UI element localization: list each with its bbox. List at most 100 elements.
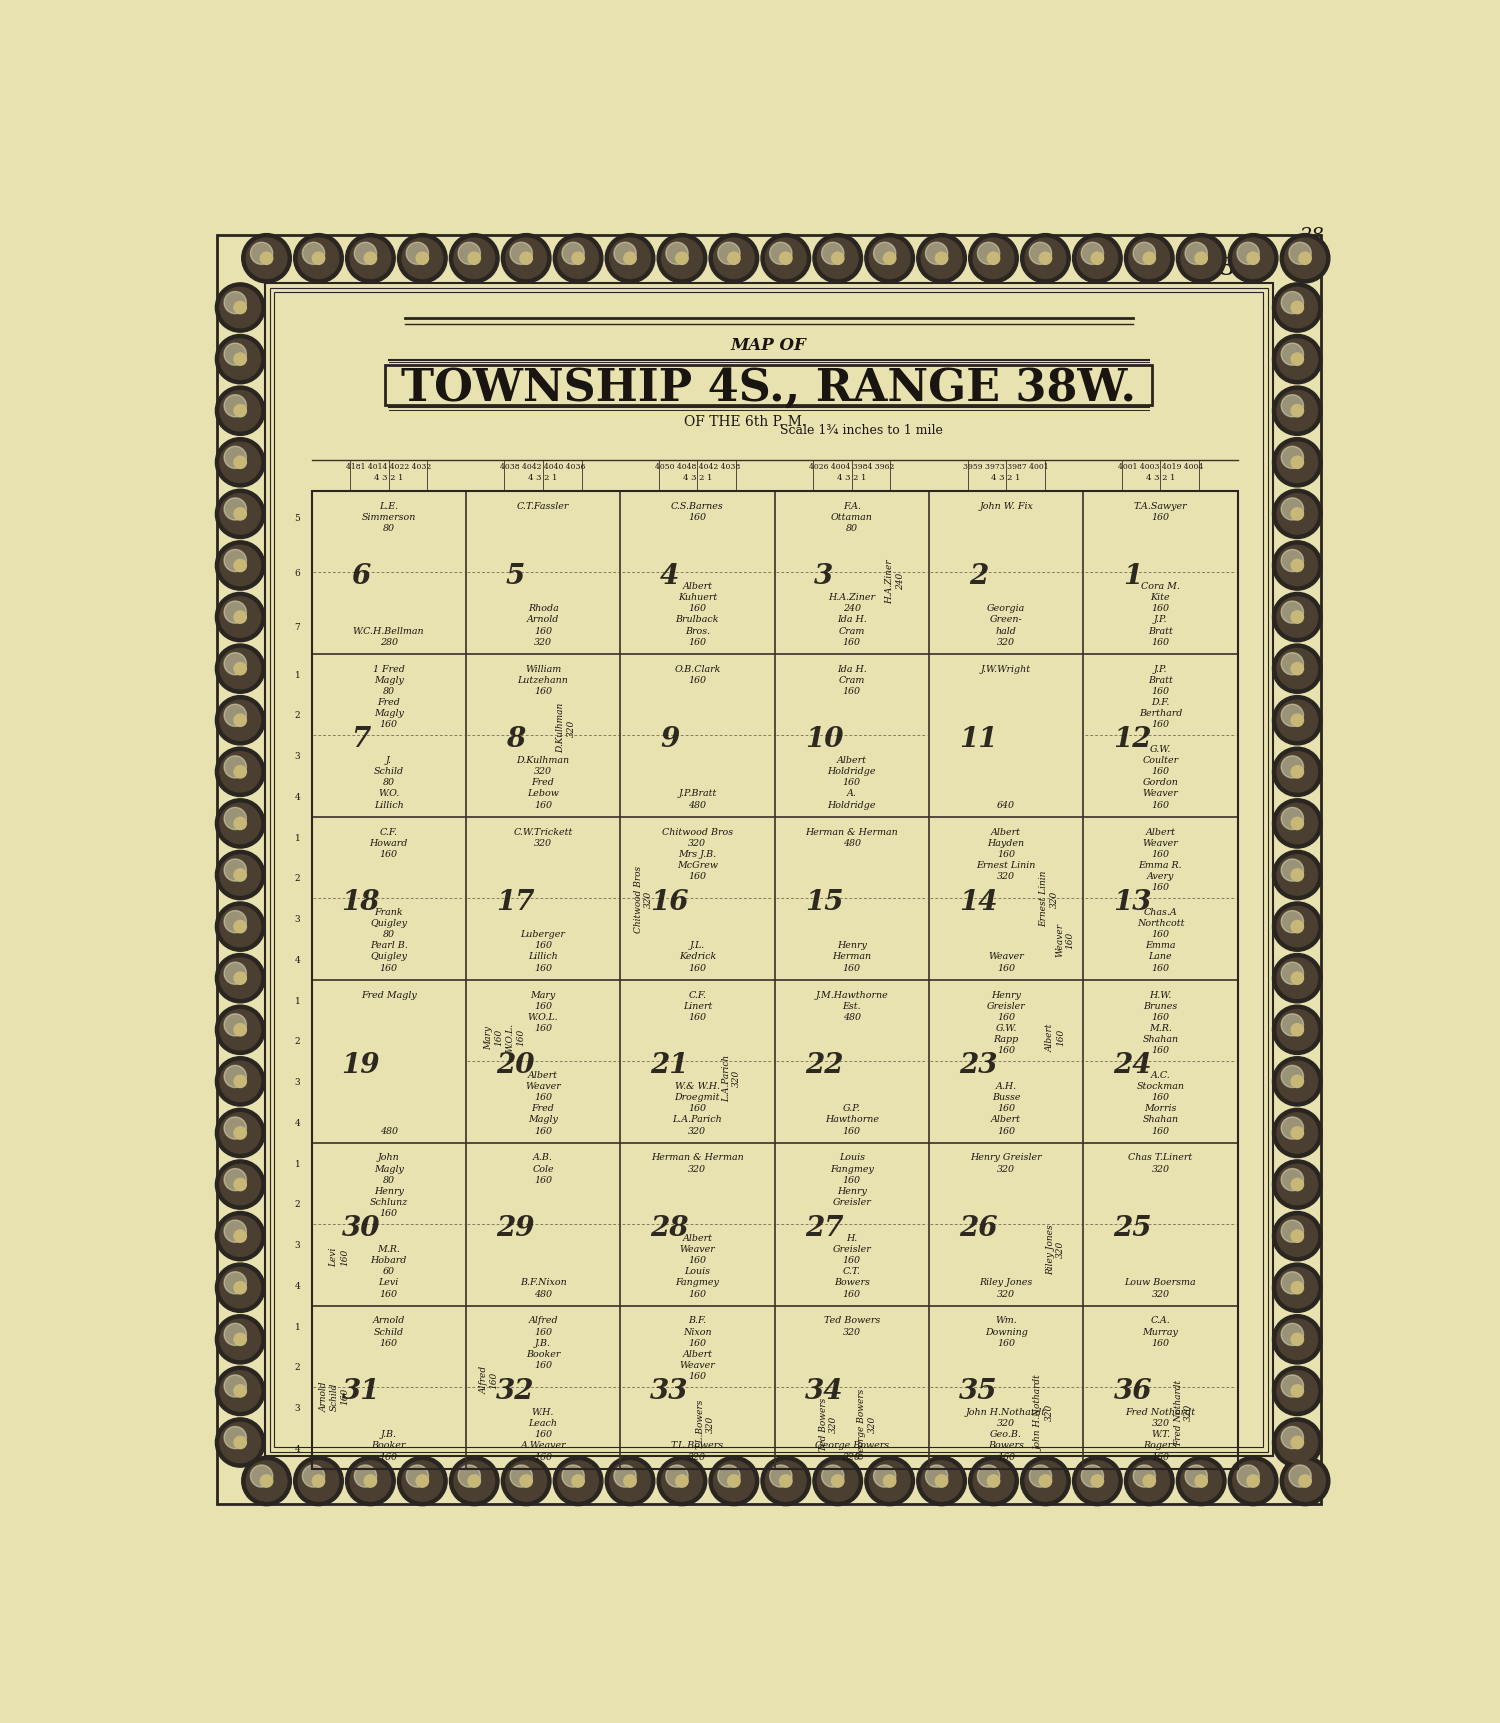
Text: 3959 3973 3987 4001: 3959 3973 3987 4001 <box>963 463 1048 470</box>
Text: 2: 2 <box>294 1037 300 1046</box>
Text: Chitwood Bros
320: Chitwood Bros 320 <box>633 865 652 932</box>
Text: 3: 3 <box>294 1403 300 1413</box>
Text: Herman & Herman
480: Herman & Herman 480 <box>806 827 898 848</box>
Circle shape <box>234 818 246 830</box>
Circle shape <box>234 920 246 934</box>
Circle shape <box>1233 239 1274 279</box>
Circle shape <box>216 388 266 436</box>
Circle shape <box>926 1465 948 1487</box>
Circle shape <box>1272 696 1322 746</box>
Text: A.H.
Busse
160
Albert
160: A.H. Busse 160 Albert 160 <box>992 1082 1022 1135</box>
Circle shape <box>728 1475 740 1487</box>
Circle shape <box>1176 234 1225 284</box>
Text: 1 Fred
Magly
80
Fred
Magly
160: 1 Fred Magly 80 Fred Magly 160 <box>372 663 405 729</box>
Circle shape <box>865 1456 915 1506</box>
Circle shape <box>216 851 266 899</box>
Circle shape <box>974 239 1014 279</box>
Circle shape <box>978 1465 999 1487</box>
Circle shape <box>760 1456 810 1506</box>
Circle shape <box>1276 495 1317 534</box>
Text: 20: 20 <box>496 1051 534 1079</box>
Text: Herman & Herman
320: Herman & Herman 320 <box>651 1153 744 1173</box>
Text: 21: 21 <box>651 1051 688 1079</box>
Circle shape <box>234 972 246 986</box>
Circle shape <box>666 1465 688 1487</box>
Circle shape <box>1272 851 1322 899</box>
Circle shape <box>303 1465 324 1487</box>
Circle shape <box>969 234 1018 284</box>
Text: 36: 36 <box>1113 1377 1152 1404</box>
Circle shape <box>364 253 376 265</box>
Circle shape <box>234 560 246 572</box>
Text: Arnold
Schild
160: Arnold Schild 160 <box>372 1316 405 1347</box>
Circle shape <box>1292 1230 1304 1242</box>
Circle shape <box>710 234 759 284</box>
Circle shape <box>220 803 261 844</box>
Circle shape <box>234 1385 246 1397</box>
Circle shape <box>1238 1465 1260 1487</box>
Circle shape <box>770 243 792 265</box>
Circle shape <box>234 715 246 727</box>
Circle shape <box>216 1006 266 1054</box>
Circle shape <box>572 253 585 265</box>
Text: Frank
Quigley
80
Pearl B.
Quigley
160: Frank Quigley 80 Pearl B. Quigley 160 <box>370 908 408 972</box>
Circle shape <box>220 753 261 793</box>
Circle shape <box>1276 1113 1317 1153</box>
Text: 7: 7 <box>351 725 370 753</box>
Circle shape <box>520 1475 532 1487</box>
Circle shape <box>1272 1315 1322 1365</box>
Text: 4181 4014 4022 4032: 4181 4014 4022 4032 <box>346 463 432 470</box>
Circle shape <box>1272 1058 1322 1106</box>
Circle shape <box>1281 1117 1304 1139</box>
Circle shape <box>246 239 286 279</box>
Text: Albert
Weaver
160
Fred
Magly
160: Albert Weaver 160 Fred Magly 160 <box>525 1070 561 1135</box>
Circle shape <box>1292 302 1304 315</box>
Text: Alfred
160
J.B.
Booker
160: Alfred 160 J.B. Booker 160 <box>526 1316 560 1370</box>
Circle shape <box>454 1461 495 1501</box>
Circle shape <box>216 1058 266 1106</box>
Circle shape <box>714 239 754 279</box>
Circle shape <box>406 243 429 265</box>
Circle shape <box>831 253 844 265</box>
Circle shape <box>1281 705 1304 727</box>
Text: 16: 16 <box>651 889 688 915</box>
Circle shape <box>1246 1475 1260 1487</box>
Circle shape <box>402 1461 442 1501</box>
Circle shape <box>224 1220 246 1242</box>
Circle shape <box>224 396 246 417</box>
Circle shape <box>216 336 266 384</box>
Circle shape <box>224 653 246 675</box>
Bar <box>312 491 1238 1468</box>
Text: 3: 3 <box>294 915 300 924</box>
Text: 12: 12 <box>1113 725 1152 753</box>
Text: 2: 2 <box>294 712 300 720</box>
Text: 14: 14 <box>958 889 998 915</box>
Circle shape <box>1292 405 1304 417</box>
Text: OF THE 6th P. M.: OF THE 6th P. M. <box>684 415 807 429</box>
Circle shape <box>554 234 603 284</box>
Text: Luberger
160
Lillich
160: Luberger 160 Lillich 160 <box>520 930 566 972</box>
Text: 4050 4048 4042 4038: 4050 4048 4042 4038 <box>656 463 740 470</box>
Text: Fred Magly: Fred Magly <box>362 991 417 999</box>
Text: 28: 28 <box>1299 227 1323 245</box>
Circle shape <box>1281 653 1304 675</box>
Text: Rhoda
Arnold
160
320: Rhoda Arnold 160 320 <box>526 605 560 646</box>
Circle shape <box>234 870 246 882</box>
Circle shape <box>220 1423 261 1463</box>
Circle shape <box>1238 243 1260 265</box>
Text: John
Magly
80
Henry
Schlunz
160: John Magly 80 Henry Schlunz 160 <box>369 1153 408 1216</box>
Circle shape <box>718 1465 740 1487</box>
Circle shape <box>978 243 999 265</box>
Circle shape <box>1281 1015 1304 1036</box>
Text: 32: 32 <box>496 1377 534 1404</box>
Text: 1: 1 <box>294 670 300 679</box>
Circle shape <box>818 1461 858 1501</box>
Text: J.
Schild
80
W.O.
Lillich: J. Schild 80 W.O. Lillich <box>374 756 404 810</box>
Text: 15: 15 <box>804 889 843 915</box>
Circle shape <box>1281 1220 1304 1242</box>
Circle shape <box>234 1075 246 1087</box>
Text: Riley Jones
320: Riley Jones 320 <box>980 1278 1032 1297</box>
Circle shape <box>1272 1418 1322 1468</box>
Text: 4001 4003 4019 4004: 4001 4003 4019 4004 <box>1118 463 1203 470</box>
Circle shape <box>873 1465 895 1487</box>
